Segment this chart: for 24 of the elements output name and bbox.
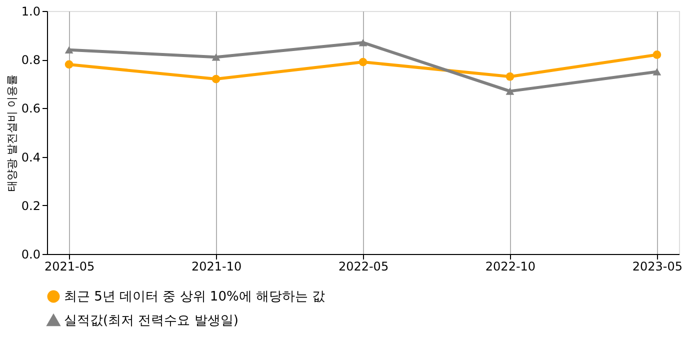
x-tick-label: 2023-05 <box>632 260 683 274</box>
legend-label: 실적값(최저 전력수요 발생일) <box>64 314 238 328</box>
y-tick-label: 0.6 <box>21 102 40 116</box>
point <box>212 54 220 61</box>
x-tick-label: 2021-10 <box>191 260 242 274</box>
point <box>64 60 74 69</box>
point <box>652 50 662 59</box>
x-tick-label: 2022-10 <box>485 260 536 274</box>
point <box>506 88 514 95</box>
x-tick-label: 2021-05 <box>44 260 95 274</box>
y-tick-label: 0.8 <box>21 53 40 68</box>
y-tick-label: 0.4 <box>21 150 40 164</box>
legend-label: 최근 5년 데이터 중 상위 10%에 해당하는 값 <box>64 290 326 304</box>
point <box>212 74 220 84</box>
x-tick-label: 2022-05 <box>338 260 389 274</box>
y-tick-label: 1.0 <box>21 4 40 18</box>
point <box>358 38 368 46</box>
point <box>358 58 368 66</box>
y-axis-title: 태양광 발전설비 이용률 <box>5 74 18 192</box>
point <box>506 72 514 81</box>
point <box>652 68 662 76</box>
y-tick-label: 0.0 <box>21 248 40 262</box>
y-tick-label: 0.2 <box>21 198 40 213</box>
point <box>64 46 74 54</box>
